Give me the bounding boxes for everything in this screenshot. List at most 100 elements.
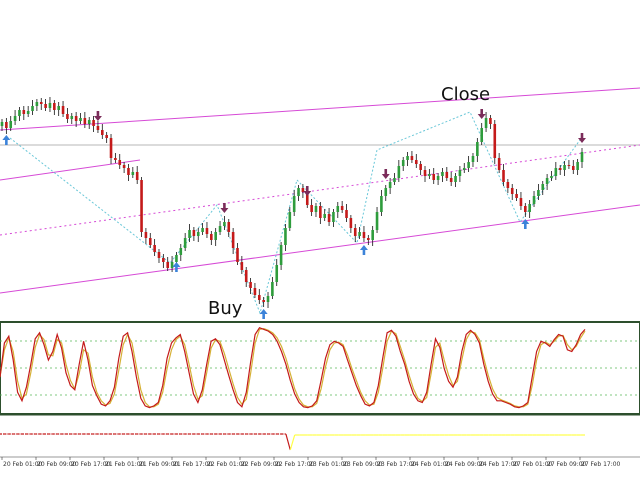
candle-body bbox=[345, 210, 348, 218]
candlestick-series bbox=[0, 97, 584, 308]
candle-body bbox=[436, 176, 440, 180]
candle-body bbox=[13, 116, 17, 121]
candle-body bbox=[66, 114, 69, 119]
candle-body bbox=[39, 102, 43, 104]
candle-body bbox=[127, 168, 130, 175]
candle-body bbox=[545, 178, 549, 184]
candle-body bbox=[297, 188, 300, 196]
candle-body bbox=[571, 166, 575, 170]
candle-body bbox=[340, 206, 344, 210]
annotation-buy: Buy bbox=[208, 298, 243, 319]
candle-body bbox=[105, 135, 108, 138]
candle-body bbox=[227, 222, 231, 232]
candle-body bbox=[406, 156, 409, 160]
candle-body bbox=[458, 170, 462, 176]
candle-body bbox=[353, 228, 357, 236]
candle-body bbox=[567, 165, 571, 166]
candle-body bbox=[26, 111, 30, 114]
candle-body bbox=[401, 160, 405, 166]
candle-body bbox=[275, 265, 279, 282]
price-panel: Buy Close bbox=[0, 84, 640, 319]
candle-body bbox=[358, 232, 361, 236]
candle-body bbox=[183, 238, 187, 248]
candle-body bbox=[454, 176, 457, 182]
candle-body bbox=[135, 172, 139, 180]
candle-body bbox=[210, 234, 213, 240]
time-tick-label: 22 Feb 17:00 bbox=[275, 461, 315, 468]
candle-body bbox=[323, 214, 327, 218]
candle-body bbox=[484, 118, 488, 128]
candle-body bbox=[249, 282, 252, 288]
time-tick-label: 24 Feb 09:00 bbox=[445, 461, 485, 468]
time-tick-label: 23 Feb 09:00 bbox=[343, 461, 383, 468]
time-tick-label: 21 Feb 17:00 bbox=[173, 461, 213, 468]
sell-arrow-icon bbox=[381, 169, 390, 179]
candle-body bbox=[53, 103, 56, 110]
candle-body bbox=[144, 232, 148, 238]
channel-upper-line bbox=[0, 87, 640, 131]
candle-body bbox=[279, 245, 283, 265]
candle-body bbox=[79, 118, 82, 121]
candle-body bbox=[558, 168, 562, 170]
candle-body bbox=[288, 212, 292, 228]
candle-body bbox=[576, 162, 579, 170]
time-tick-label: 27 Feb 17:00 bbox=[581, 461, 621, 468]
state-segment bbox=[285, 433, 291, 451]
candle-body bbox=[231, 232, 235, 248]
time-tick-label: 22 Feb 09:00 bbox=[241, 461, 281, 468]
candle-body bbox=[493, 124, 497, 158]
candle-body bbox=[367, 238, 370, 240]
candle-body bbox=[510, 188, 514, 194]
candle-body bbox=[388, 182, 392, 188]
candle-body bbox=[188, 230, 191, 238]
candle-body bbox=[96, 126, 100, 130]
candle-body bbox=[0, 122, 4, 126]
sell-arrow-icon bbox=[477, 109, 486, 119]
candle-body bbox=[18, 110, 21, 116]
candle-body bbox=[166, 262, 170, 268]
candle-body bbox=[257, 295, 261, 300]
sell-arrow-icon bbox=[578, 133, 586, 143]
candle-body bbox=[253, 288, 257, 295]
candle-body bbox=[9, 121, 13, 128]
candle-body bbox=[489, 118, 492, 124]
candle-body bbox=[314, 206, 318, 212]
candle-body bbox=[284, 228, 287, 245]
annotation-close: Close bbox=[441, 84, 490, 105]
state-panel bbox=[0, 414, 640, 451]
buy-arrow-icon bbox=[359, 245, 368, 255]
candle-body bbox=[497, 158, 501, 170]
candle-body bbox=[537, 190, 540, 196]
candle-body bbox=[532, 196, 536, 204]
candle-body bbox=[580, 152, 584, 162]
candle-body bbox=[471, 156, 475, 162]
candle-body bbox=[57, 106, 60, 110]
candle-body bbox=[175, 255, 178, 262]
time-tick-label: 22 Feb 01:00 bbox=[207, 461, 247, 468]
time-tick-label: 23 Feb 17:00 bbox=[377, 461, 417, 468]
time-tick-label: 20 Feb 17:00 bbox=[71, 461, 111, 468]
time-tick-label: 23 Feb 01:00 bbox=[309, 461, 349, 468]
candle-body bbox=[87, 120, 91, 124]
stochastic-main-line bbox=[0, 326, 586, 409]
candle-body bbox=[393, 178, 396, 182]
candle-body bbox=[336, 206, 340, 212]
candle-body bbox=[432, 174, 436, 180]
channel-left-line bbox=[0, 159, 141, 181]
candle-body bbox=[162, 258, 165, 262]
candle-body bbox=[31, 106, 34, 111]
candle-body bbox=[467, 162, 470, 168]
candle-body bbox=[550, 176, 553, 178]
candle-body bbox=[236, 248, 239, 262]
candle-body bbox=[44, 104, 47, 108]
time-tick-label: 24 Feb 01:00 bbox=[411, 461, 451, 468]
signal-markers bbox=[2, 109, 586, 319]
buy-arrow-icon bbox=[521, 219, 530, 229]
candle-body bbox=[541, 184, 545, 190]
time-tick-label: 20 Feb 09:00 bbox=[37, 461, 77, 468]
candle-body bbox=[109, 138, 113, 158]
candle-body bbox=[244, 270, 248, 282]
time-tick-label: 20 Feb 01:00 bbox=[3, 461, 43, 468]
